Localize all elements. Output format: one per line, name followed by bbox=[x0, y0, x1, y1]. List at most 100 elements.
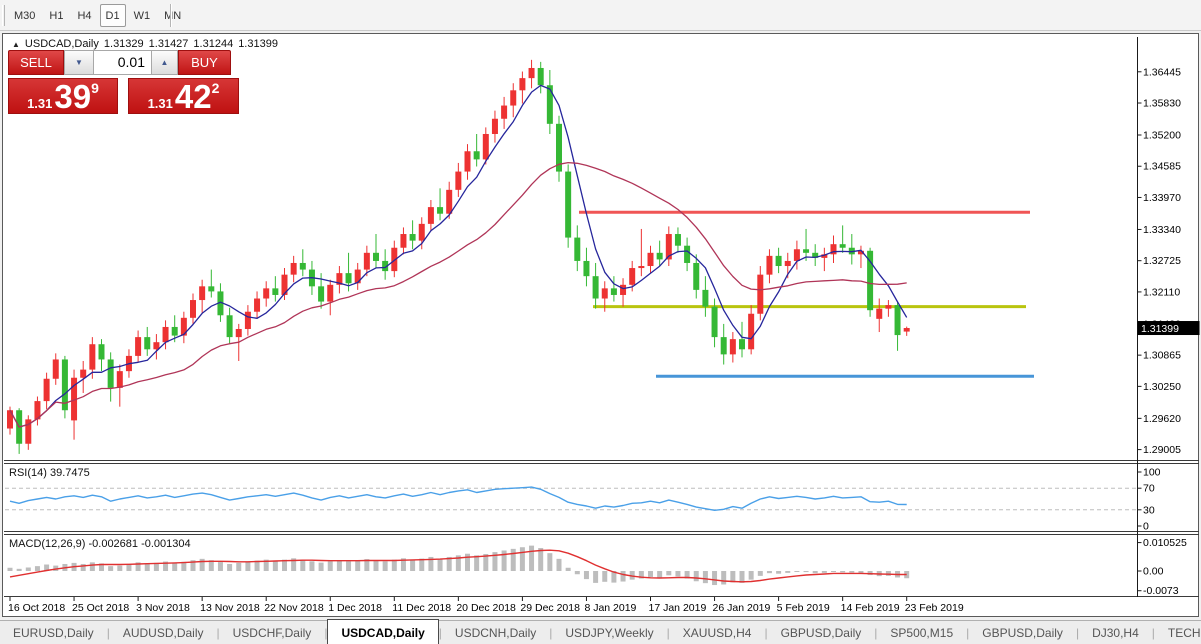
timeframe-button-h1[interactable]: H1 bbox=[49, 9, 64, 22]
candle-94 bbox=[867, 250, 874, 311]
svg-text:16 Oct 2018: 16 Oct 2018 bbox=[8, 602, 65, 614]
candle-19 bbox=[180, 317, 187, 336]
candle-52 bbox=[482, 133, 489, 160]
candle-48 bbox=[446, 189, 453, 214]
macd-value: -0.002681 bbox=[88, 538, 139, 550]
tab-gbpusd-daily[interactable]: GBPUSD,Daily bbox=[982, 625, 1063, 640]
tab-audusd-daily[interactable]: AUDUSD,Daily bbox=[122, 625, 204, 640]
candle-50 bbox=[464, 151, 471, 172]
svg-text:0.00: 0.00 bbox=[1143, 566, 1164, 578]
candle-26 bbox=[244, 311, 251, 329]
candle-3 bbox=[34, 401, 41, 420]
timeframe-button-m30[interactable]: M30 bbox=[14, 9, 36, 22]
candle-41 bbox=[382, 260, 389, 272]
candle-86 bbox=[793, 249, 800, 261]
candle-29 bbox=[272, 288, 279, 295]
tab-tech100-h4[interactable]: TECH100,H4 bbox=[1167, 625, 1201, 640]
timeframe-button-d1[interactable]: D1 bbox=[99, 4, 126, 27]
candle-87 bbox=[803, 249, 810, 253]
volume-decrease-button[interactable]: ▼ bbox=[64, 50, 94, 75]
svg-text:1.32725: 1.32725 bbox=[1143, 255, 1181, 267]
candle-51 bbox=[473, 151, 480, 160]
candle-84 bbox=[775, 255, 782, 267]
candle-78 bbox=[720, 337, 727, 355]
svg-text:1.30865: 1.30865 bbox=[1143, 350, 1181, 362]
tab-sp500-m15[interactable]: SP500,M15 bbox=[890, 625, 954, 640]
svg-text:5 Feb 2019: 5 Feb 2019 bbox=[777, 602, 830, 614]
svg-text:11 Dec 2018: 11 Dec 2018 bbox=[392, 602, 451, 614]
candle-96 bbox=[885, 305, 892, 309]
svg-text:30: 30 bbox=[1143, 504, 1155, 516]
tab-separator: | bbox=[438, 625, 442, 640]
candle-91 bbox=[839, 244, 846, 248]
volume-increase-button[interactable]: ▲ bbox=[151, 50, 178, 75]
tab-gbpusd-daily[interactable]: GBPUSD,Daily bbox=[780, 625, 862, 640]
timeframe-button-w1[interactable]: W1 bbox=[133, 9, 151, 22]
svg-text:29 Dec 2018: 29 Dec 2018 bbox=[520, 602, 580, 614]
candle-64 bbox=[592, 276, 599, 299]
tab-eurusd-daily[interactable]: EURUSD,Daily bbox=[13, 625, 94, 640]
tab-usdcnh-daily[interactable]: USDCNH,Daily bbox=[454, 625, 537, 640]
tab-usdcad-daily[interactable]: USDCAD,Daily bbox=[327, 619, 439, 644]
sell-button[interactable]: SELL bbox=[8, 50, 64, 75]
sell-price-big-digits: 39 bbox=[54, 77, 92, 115]
svg-text:-0.0073: -0.0073 bbox=[1143, 585, 1179, 597]
candle-21 bbox=[199, 286, 206, 301]
tab-separator: | bbox=[324, 625, 328, 640]
candle-63 bbox=[583, 260, 590, 277]
tab-separator: | bbox=[764, 625, 768, 640]
candle-23 bbox=[217, 291, 224, 316]
ohlc-low: 1.31244 bbox=[193, 38, 234, 50]
candle-72 bbox=[665, 234, 672, 260]
candle-30 bbox=[281, 274, 288, 295]
buy-button[interactable]: BUY bbox=[178, 50, 231, 75]
candle-71 bbox=[656, 252, 663, 260]
candle-79 bbox=[729, 339, 736, 355]
tab-separator: | bbox=[216, 625, 220, 640]
tab-usdchf-daily[interactable]: USDCHF,Daily bbox=[232, 625, 312, 640]
rsi-indicator-label: RSI(14) 39.7475 bbox=[9, 467, 90, 479]
candle-6 bbox=[61, 359, 68, 411]
candle-39 bbox=[363, 252, 370, 270]
svg-text:1.29620: 1.29620 bbox=[1143, 413, 1181, 425]
svg-text:1.35830: 1.35830 bbox=[1143, 98, 1181, 110]
toolbar-grip[interactable] bbox=[2, 5, 5, 26]
sell-price-pip-digit: 9 bbox=[91, 80, 99, 96]
candle-45 bbox=[418, 223, 425, 241]
buy-price-big-digits: 42 bbox=[174, 77, 212, 115]
chart-panel-frame bbox=[4, 37, 1199, 597]
candle-90 bbox=[830, 244, 837, 255]
svg-text:17 Jan 2019: 17 Jan 2019 bbox=[649, 602, 707, 614]
macd-signal-value: -0.001304 bbox=[141, 538, 191, 550]
timeframe-button-mn[interactable]: MN bbox=[164, 9, 182, 22]
candle-12 bbox=[116, 371, 123, 388]
tab-dj30-h4[interactable]: DJ30,H4 bbox=[1092, 625, 1139, 640]
candle-43 bbox=[400, 234, 407, 248]
candle-56 bbox=[519, 78, 526, 91]
tab-xauusd-h4[interactable]: XAUUSD,H4 bbox=[682, 625, 752, 640]
svg-text:23 Feb 2019: 23 Feb 2019 bbox=[905, 602, 964, 614]
candle-17 bbox=[162, 326, 169, 343]
tab-separator: | bbox=[1075, 625, 1080, 640]
tab-usdjpy-weekly[interactable]: USDJPY,Weekly bbox=[565, 625, 654, 640]
ma-slow-line bbox=[9, 161, 907, 428]
buy-price-display[interactable]: 1.31 42 2 bbox=[128, 78, 239, 114]
candle-83 bbox=[766, 255, 773, 275]
candle-80 bbox=[739, 339, 745, 350]
candle-10 bbox=[98, 344, 105, 360]
svg-text:1.30250: 1.30250 bbox=[1143, 381, 1181, 393]
candle-44 bbox=[409, 234, 416, 241]
candle-5 bbox=[52, 359, 59, 379]
sell-price-display[interactable]: 1.31 39 9 bbox=[8, 78, 118, 114]
candle-58 bbox=[537, 67, 544, 86]
svg-text:3 Nov 2018: 3 Nov 2018 bbox=[136, 602, 190, 614]
candle-27 bbox=[254, 298, 261, 312]
collapse-trade-panel-icon[interactable]: ▲ bbox=[12, 39, 20, 49]
volume-input[interactable]: 0.01 bbox=[94, 50, 151, 75]
candle-85 bbox=[784, 260, 791, 267]
buy-price-pip-digit: 2 bbox=[211, 80, 220, 96]
timeframe-button-h4[interactable]: H4 bbox=[77, 9, 92, 22]
candle-42 bbox=[391, 247, 398, 272]
macd-panel: 0.010525 0.00 -0.0073 bbox=[7, 537, 1187, 597]
